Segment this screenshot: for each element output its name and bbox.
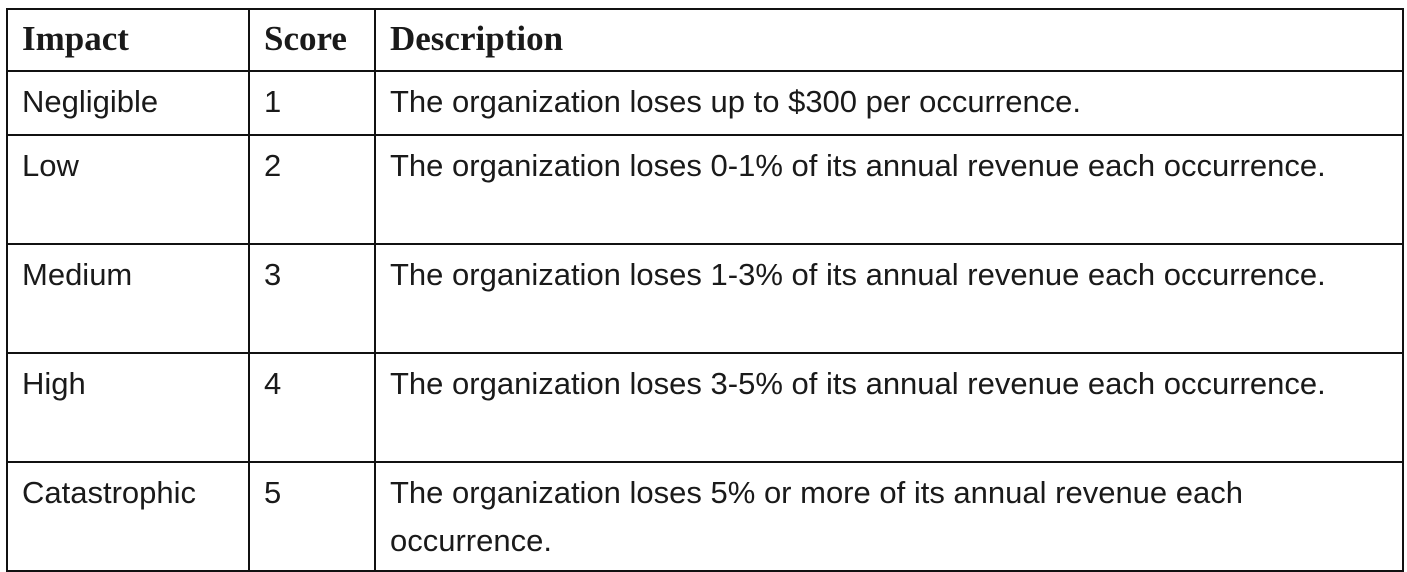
cell-score: 1 — [248, 70, 376, 136]
cell-description: The organization loses 0-1% of its annua… — [374, 134, 1404, 245]
cell-description: The organization loses 1-3% of its annua… — [374, 243, 1404, 354]
table-row: High 4 The organization loses 3-5% of it… — [6, 352, 1404, 463]
cell-score: 4 — [248, 352, 376, 463]
table-header-row: Impact Score Description — [6, 8, 1404, 72]
cell-score: 3 — [248, 243, 376, 354]
header-description: Description — [374, 8, 1404, 72]
impact-score-table: Impact Score Description Negligible 1 Th… — [6, 8, 1404, 572]
cell-impact: Negligible — [6, 70, 250, 136]
table-row: Medium 3 The organization loses 1-3% of … — [6, 243, 1404, 354]
cell-description: The organization loses up to $300 per oc… — [374, 70, 1404, 136]
cell-description: The organization loses 5% or more of its… — [374, 461, 1404, 572]
table-row: Negligible 1 The organization loses up t… — [6, 70, 1404, 136]
cell-score: 5 — [248, 461, 376, 572]
table-row: Catastrophic 5 The organization loses 5%… — [6, 461, 1404, 572]
cell-description: The organization loses 3-5% of its annua… — [374, 352, 1404, 463]
cell-impact: Low — [6, 134, 250, 245]
cell-impact: High — [6, 352, 250, 463]
cell-score: 2 — [248, 134, 376, 245]
cell-impact: Medium — [6, 243, 250, 354]
table-row: Low 2 The organization loses 0-1% of its… — [6, 134, 1404, 245]
cell-impact: Catastrophic — [6, 461, 250, 572]
header-impact: Impact — [6, 8, 250, 72]
header-score: Score — [248, 8, 376, 72]
